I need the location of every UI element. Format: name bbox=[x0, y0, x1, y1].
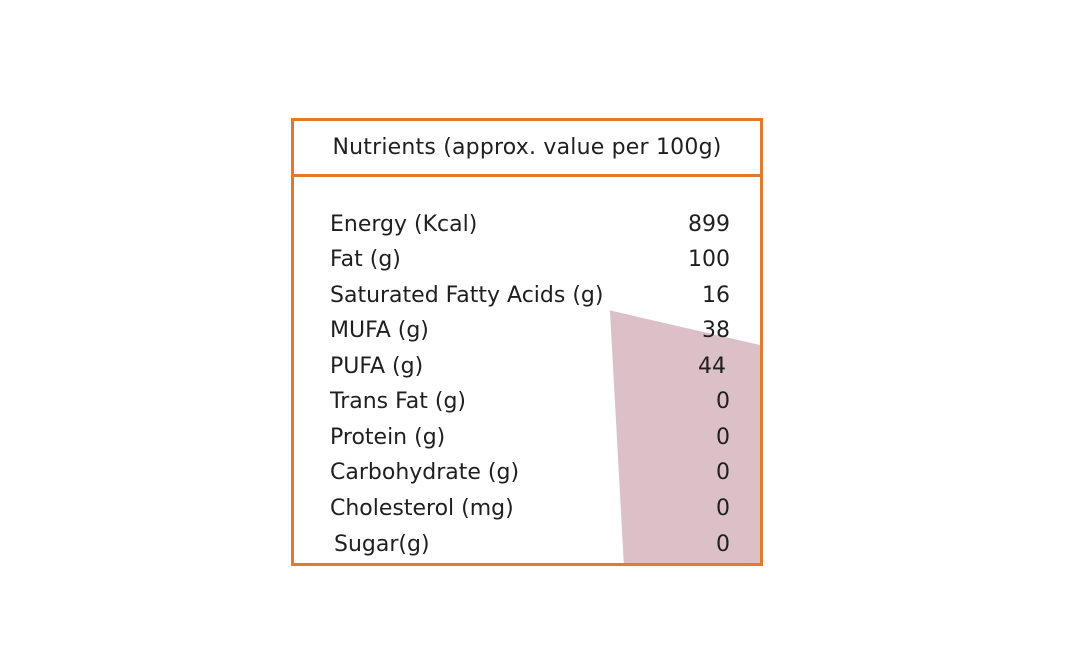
nutrient-label: Sugar(g) bbox=[334, 532, 430, 557]
nutrient-label: MUFA (g) bbox=[330, 318, 429, 343]
nutrient-label: Carbohydrate (g) bbox=[330, 460, 520, 485]
nutrition-table: Nutrients (approx. value per 100g) Energ… bbox=[291, 118, 763, 566]
nutrient-label: Trans Fat (g) bbox=[330, 389, 466, 414]
table-row: Energy (Kcal) 899 bbox=[330, 208, 730, 242]
table-row: Fat (g) 100 bbox=[330, 243, 730, 277]
nutrient-label: Energy (Kcal) bbox=[330, 212, 478, 237]
nutrient-value: 16 bbox=[702, 283, 730, 308]
nutrient-value: 0 bbox=[716, 389, 730, 414]
nutrient-value: 0 bbox=[716, 460, 730, 485]
table-row: Protein (g) 0 bbox=[330, 421, 730, 455]
table-title: Nutrients (approx. value per 100g) bbox=[294, 121, 760, 177]
nutrient-value: 38 bbox=[702, 318, 730, 343]
table-row: MUFA (g) 38 bbox=[330, 314, 730, 348]
table-row: PUFA (g) 44 bbox=[330, 350, 730, 384]
nutrient-value: 0 bbox=[716, 532, 730, 557]
nutrient-value: 0 bbox=[716, 425, 730, 450]
nutrient-value: 899 bbox=[688, 212, 730, 237]
table-row: Saturated Fatty Acids (g) 16 bbox=[330, 279, 730, 313]
nutrient-rows: Energy (Kcal) 899 Fat (g) 100 Saturated … bbox=[294, 121, 760, 563]
nutrient-value: 100 bbox=[688, 247, 730, 272]
table-row: Trans Fat (g) 0 bbox=[330, 385, 730, 419]
nutrient-value: 44 bbox=[698, 354, 726, 379]
nutrient-label: Saturated Fatty Acids (g) bbox=[330, 283, 604, 308]
nutrient-label: Fat (g) bbox=[330, 247, 401, 272]
nutrient-label: PUFA (g) bbox=[330, 354, 424, 379]
nutrient-label: Cholesterol (mg) bbox=[330, 496, 514, 521]
nutrient-value: 0 bbox=[716, 496, 730, 521]
table-row: Sugar(g) 0 bbox=[330, 528, 730, 562]
table-row: Carbohydrate (g) 0 bbox=[330, 456, 730, 490]
table-row: Cholesterol (mg) 0 bbox=[330, 492, 730, 526]
nutrient-label: Protein (g) bbox=[330, 425, 446, 450]
